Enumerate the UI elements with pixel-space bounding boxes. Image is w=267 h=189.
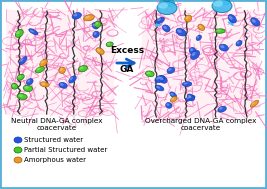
- Ellipse shape: [159, 76, 167, 83]
- Ellipse shape: [157, 18, 161, 21]
- Bar: [6, 10, 114, 115]
- Ellipse shape: [252, 19, 256, 23]
- Ellipse shape: [20, 57, 27, 64]
- Ellipse shape: [170, 92, 177, 98]
- Ellipse shape: [191, 50, 199, 60]
- Ellipse shape: [25, 86, 29, 89]
- Ellipse shape: [40, 59, 47, 67]
- Ellipse shape: [188, 95, 191, 98]
- Ellipse shape: [95, 22, 98, 25]
- Ellipse shape: [156, 86, 160, 88]
- Ellipse shape: [16, 31, 20, 34]
- Ellipse shape: [187, 94, 195, 100]
- Ellipse shape: [158, 2, 168, 9]
- Text: Neutral DNA-GA complex
coacervate: Neutral DNA-GA complex coacervate: [11, 118, 103, 131]
- Ellipse shape: [183, 82, 188, 84]
- Text: Excess: Excess: [110, 46, 144, 55]
- Ellipse shape: [18, 94, 23, 97]
- Ellipse shape: [35, 67, 44, 73]
- Ellipse shape: [237, 41, 239, 44]
- Ellipse shape: [196, 35, 201, 40]
- Text: Amorphous water: Amorphous water: [24, 157, 86, 163]
- Ellipse shape: [85, 15, 90, 18]
- Ellipse shape: [156, 76, 160, 80]
- Ellipse shape: [171, 96, 177, 102]
- Ellipse shape: [186, 16, 189, 19]
- Ellipse shape: [159, 77, 163, 80]
- Ellipse shape: [78, 66, 88, 72]
- Ellipse shape: [216, 29, 221, 31]
- Ellipse shape: [14, 157, 22, 163]
- Ellipse shape: [157, 2, 177, 15]
- Ellipse shape: [171, 93, 174, 96]
- Ellipse shape: [167, 67, 175, 73]
- Ellipse shape: [218, 106, 226, 112]
- Ellipse shape: [17, 94, 27, 99]
- Ellipse shape: [215, 29, 225, 33]
- Ellipse shape: [155, 75, 165, 83]
- Ellipse shape: [14, 137, 22, 143]
- Ellipse shape: [59, 67, 65, 74]
- Ellipse shape: [159, 0, 167, 7]
- Ellipse shape: [93, 31, 99, 37]
- Ellipse shape: [171, 97, 174, 100]
- Ellipse shape: [60, 83, 64, 86]
- Ellipse shape: [15, 29, 23, 37]
- Text: Partial Structured water: Partial Structured water: [24, 147, 107, 153]
- Ellipse shape: [106, 42, 113, 47]
- Ellipse shape: [176, 28, 186, 36]
- Ellipse shape: [27, 80, 30, 82]
- Bar: [142, 10, 260, 118]
- Ellipse shape: [30, 30, 34, 33]
- Ellipse shape: [197, 36, 199, 38]
- Ellipse shape: [167, 0, 175, 7]
- Ellipse shape: [187, 96, 191, 99]
- Ellipse shape: [40, 82, 49, 87]
- Ellipse shape: [26, 79, 33, 85]
- Ellipse shape: [162, 25, 170, 32]
- Ellipse shape: [93, 24, 96, 26]
- Ellipse shape: [41, 83, 45, 85]
- Ellipse shape: [69, 76, 76, 83]
- Ellipse shape: [185, 15, 192, 22]
- Ellipse shape: [163, 0, 171, 7]
- Ellipse shape: [14, 147, 22, 153]
- Ellipse shape: [60, 68, 63, 71]
- Ellipse shape: [186, 95, 195, 101]
- Ellipse shape: [168, 68, 171, 71]
- Text: GA: GA: [120, 65, 134, 74]
- Ellipse shape: [213, 0, 223, 7]
- Ellipse shape: [218, 0, 226, 5]
- Ellipse shape: [73, 13, 77, 16]
- Ellipse shape: [220, 45, 224, 48]
- Ellipse shape: [40, 60, 44, 64]
- Text: Overcharged DNA-GA complex
coacervate: Overcharged DNA-GA complex coacervate: [145, 118, 257, 131]
- Ellipse shape: [214, 0, 222, 5]
- Ellipse shape: [94, 32, 97, 35]
- Ellipse shape: [146, 71, 154, 77]
- Ellipse shape: [36, 67, 40, 70]
- Ellipse shape: [18, 75, 21, 78]
- Ellipse shape: [20, 58, 23, 62]
- Ellipse shape: [95, 21, 101, 28]
- Ellipse shape: [59, 82, 67, 88]
- Ellipse shape: [250, 100, 258, 107]
- Ellipse shape: [69, 77, 73, 80]
- Ellipse shape: [96, 48, 104, 54]
- Ellipse shape: [182, 82, 192, 86]
- Ellipse shape: [229, 16, 233, 20]
- Ellipse shape: [219, 107, 223, 110]
- Ellipse shape: [199, 25, 202, 28]
- Ellipse shape: [163, 26, 167, 29]
- Ellipse shape: [228, 15, 236, 23]
- Ellipse shape: [212, 0, 232, 12]
- Ellipse shape: [147, 72, 151, 74]
- Ellipse shape: [222, 0, 230, 5]
- Ellipse shape: [251, 101, 255, 105]
- Ellipse shape: [156, 17, 164, 23]
- Ellipse shape: [84, 15, 94, 21]
- Ellipse shape: [219, 44, 228, 51]
- Ellipse shape: [97, 49, 101, 52]
- Ellipse shape: [189, 47, 196, 54]
